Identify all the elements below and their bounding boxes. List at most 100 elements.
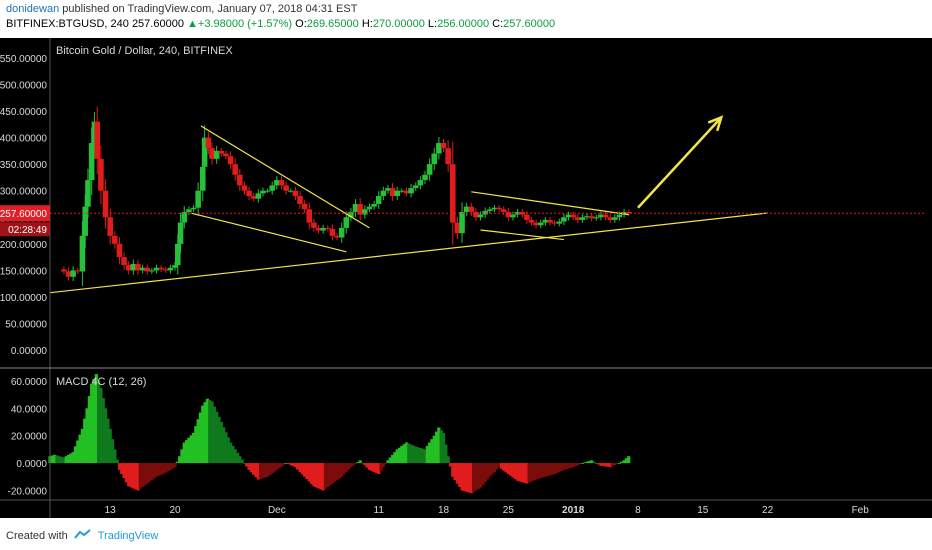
macd-bar [182,442,186,464]
price-tick-label: 450.00000 [0,107,47,118]
macd-bar [235,452,240,464]
macd-bar [613,463,617,466]
macd-bar [529,463,534,482]
macd-bar [314,463,318,488]
macd-bar [247,463,251,470]
candle-body [510,214,516,218]
macd-bar [439,430,443,464]
candle-body [260,190,266,194]
macd-bar [196,419,200,464]
macd-tick-label: 60.0000 [11,377,48,388]
candle-body [255,193,262,199]
candle-body [158,267,164,270]
macd-bar [129,463,133,488]
macd-bar [430,439,434,464]
candle-body [454,222,461,234]
macd-bar [603,463,608,467]
countdown-tag [0,222,50,237]
low-label: L: [427,18,438,30]
candle-body [477,214,484,218]
candle-body [85,180,91,207]
candle-body [487,209,493,211]
macd-bar [363,463,367,466]
candle-body [588,216,595,219]
countdown-label: 02:28:49 [8,225,47,236]
candle-body [175,243,181,266]
macd-bar [293,463,297,468]
candle-body [116,243,123,258]
candle-body [625,211,632,214]
macd-bar [476,463,480,490]
tradingview-link[interactable]: TradingView [97,529,159,542]
macd-bar [393,452,397,464]
candle-body [561,217,567,222]
candle-body [82,206,88,236]
macd-bar [492,463,497,472]
macd-bar [441,432,446,464]
candle-body [292,190,299,197]
macd-bar [189,435,193,464]
macd-bar [590,460,594,464]
macd-bar [367,463,372,470]
macd-bar [233,449,237,464]
macd-bar [312,463,316,487]
price-tick-label: 0.00000 [11,346,48,357]
candle-body [352,204,359,212]
macd-bar [108,428,112,464]
macd-bar [509,463,513,476]
candle-body [153,267,160,271]
open-label: O: [295,18,307,30]
candle-body [88,142,95,181]
macd-bar [518,463,522,482]
author-link[interactable]: donidewan [6,3,60,15]
macd-bar [448,463,453,467]
macd-bar [388,457,392,464]
macd-bar [166,463,170,472]
macd-bar [594,463,598,464]
macd-bar [210,401,214,464]
candle-body [621,211,627,215]
main-pane[interactable] [49,106,925,294]
macd-bar [275,463,279,470]
macd-bar [254,463,258,478]
candle-body [112,235,118,244]
macd-bar [157,463,161,476]
macd-bar [490,463,494,475]
macd-bar [73,446,78,464]
macd-bar [277,463,281,469]
axes: 550.00000 500.00000 450.00000 400.00000 350.… [0,38,932,518]
price-chart[interactable]: 550.00000 500.00000 450.00000 400.00000 350.… [0,38,932,518]
macd-bar [495,463,499,470]
macd-bar [576,463,580,466]
price-change: +3.98000 (+1.57%) [197,18,293,30]
candle-body [598,214,604,218]
macd-pane[interactable] [48,374,631,494]
macd-bar [238,456,242,464]
trendline [200,125,370,229]
macd-bar [497,463,501,468]
macd-bar [161,463,166,474]
candle-body [329,228,336,236]
macd-bar [194,426,198,464]
macd-bar [532,463,536,481]
macd-bar [397,447,402,464]
candle-body [412,185,419,189]
macd-bar [171,463,175,469]
macd-bar [423,449,427,464]
candle-body [389,188,396,197]
candle-body [348,211,354,218]
quote-line: BITFINEX:BTGUSD, 240 257.60000 ▲+3.98000… [6,18,555,30]
macd-bar [511,463,515,478]
macd-bar [212,406,216,464]
macd-bar [515,463,520,481]
candle-body [201,137,208,167]
candle-body [181,211,188,223]
macd-bar [428,442,432,464]
candle-body [223,153,229,157]
candle-body [426,164,433,175]
macd-bar [76,440,80,464]
time-tick-label: 15 [697,505,709,516]
candle-body [102,190,109,218]
macd-bar [328,463,332,486]
candle-body [366,206,373,210]
